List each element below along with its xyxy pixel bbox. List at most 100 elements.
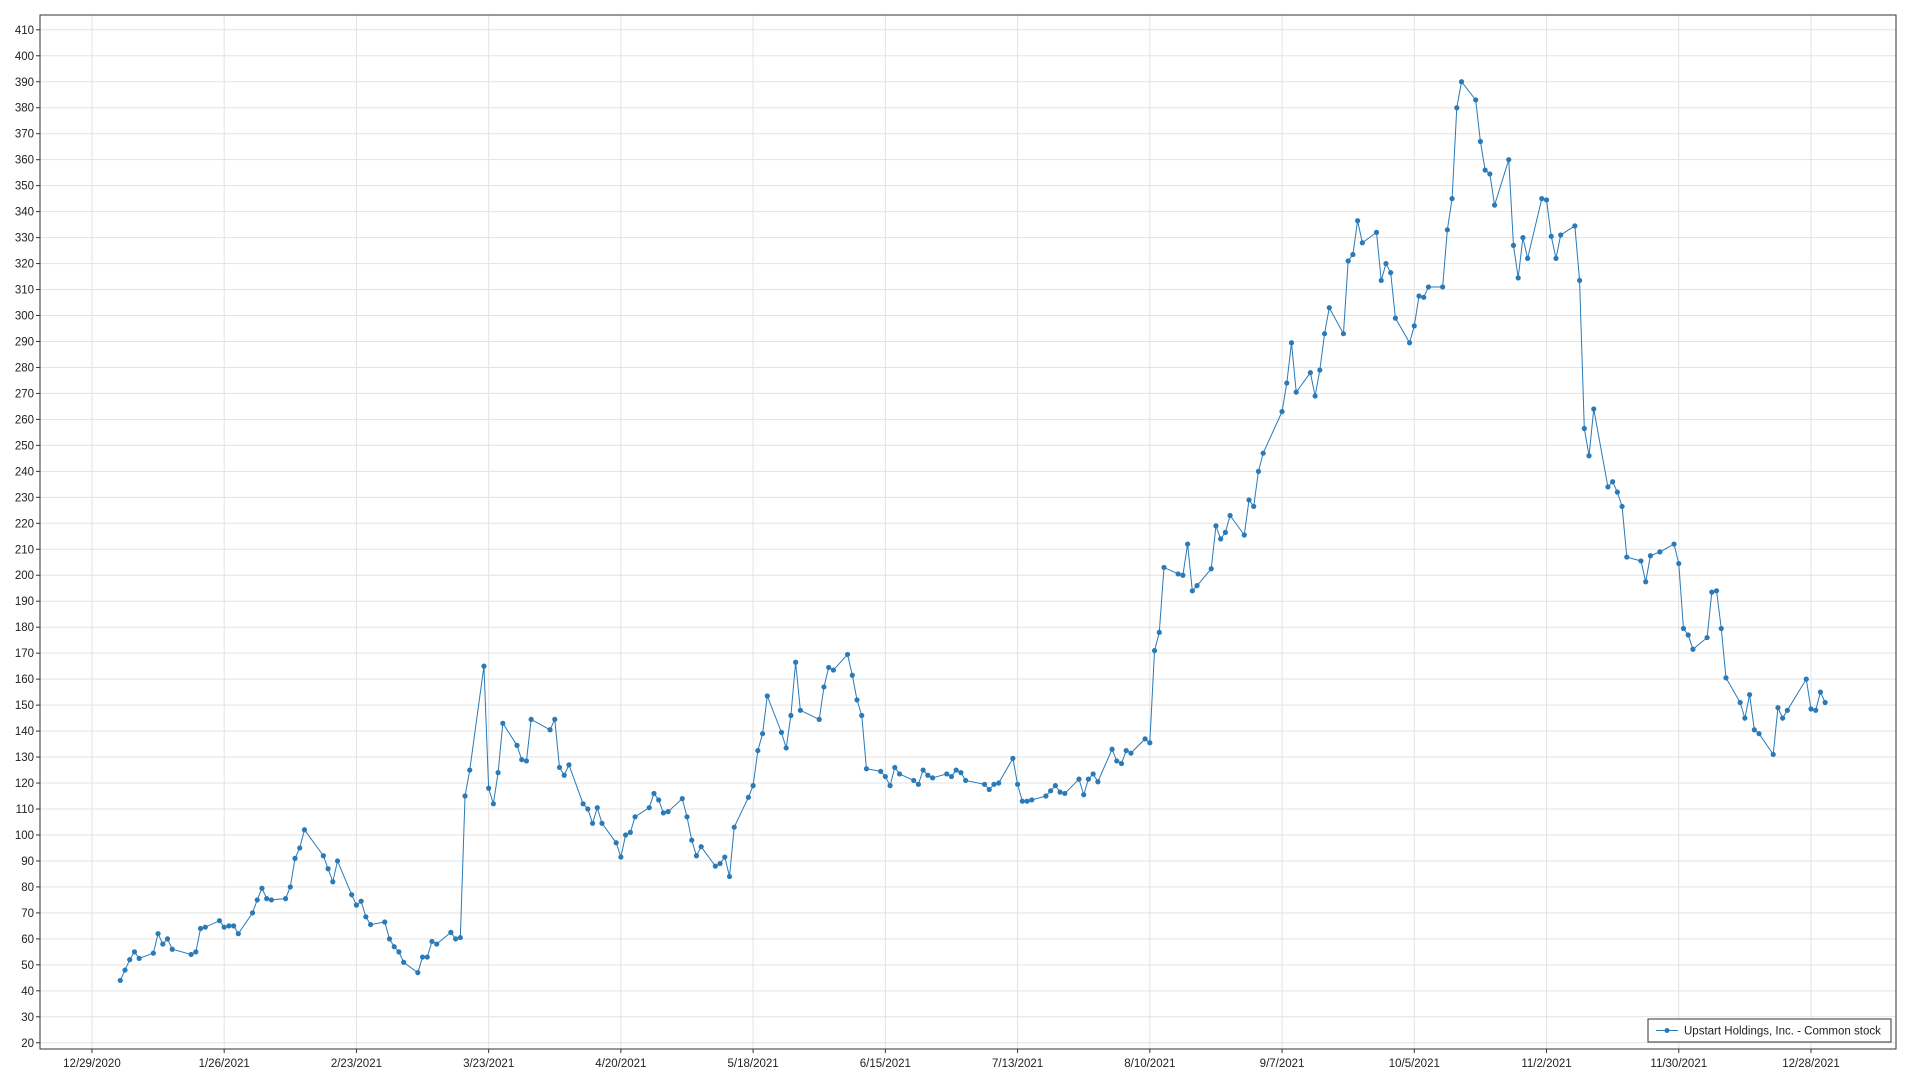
data-point <box>580 801 586 807</box>
data-point <box>863 766 870 772</box>
data-point <box>953 767 959 773</box>
data-point <box>226 923 232 929</box>
data-point <box>391 944 397 950</box>
data-point <box>481 663 487 669</box>
data-point <box>859 712 865 719</box>
data-point <box>1440 284 1446 290</box>
data-point <box>1690 646 1696 652</box>
data-point <box>1350 251 1356 258</box>
data-point <box>1643 579 1649 585</box>
data-point <box>1803 676 1809 682</box>
y-tick-label: 390 <box>15 77 34 89</box>
data-point <box>1317 367 1323 373</box>
data-point <box>585 806 591 812</box>
data-point <box>1539 196 1545 202</box>
data-point <box>887 783 893 789</box>
data-point <box>1076 776 1082 782</box>
data-point <box>1614 489 1620 495</box>
data-point <box>415 970 421 976</box>
data-point <box>849 672 855 678</box>
data-point <box>363 914 369 920</box>
y-tick-label: 280 <box>15 362 34 374</box>
data-point <box>1114 758 1120 764</box>
data-point <box>1345 258 1351 264</box>
data-point <box>231 923 237 929</box>
data-point <box>878 768 884 774</box>
data-point <box>495 770 501 776</box>
y-tick-label: 50 <box>21 960 34 972</box>
data-point <box>826 664 832 671</box>
data-point <box>726 873 733 880</box>
data-point <box>1454 105 1460 111</box>
y-tick-label: 20 <box>21 1038 34 1050</box>
data-point <box>386 936 393 942</box>
y-tick-label: 350 <box>15 181 34 193</box>
data-point <box>1676 560 1682 567</box>
y-tick-label: 410 <box>15 25 34 37</box>
data-point <box>1062 790 1068 797</box>
y-tick-label: 310 <box>15 285 34 297</box>
y-tick-label: 140 <box>15 726 34 738</box>
data-point <box>764 693 770 699</box>
y-tick-label: 170 <box>15 648 34 660</box>
y-tick-label: 130 <box>15 752 34 764</box>
grid <box>40 15 1896 1049</box>
legend-marker <box>1664 1028 1670 1033</box>
data-point <box>401 959 407 965</box>
data-point <box>1378 277 1384 284</box>
data-point <box>1359 240 1365 246</box>
data-point <box>561 772 567 778</box>
data-point <box>1406 340 1413 346</box>
data-point <box>1312 393 1318 399</box>
data-point <box>367 921 374 928</box>
data-point <box>490 801 496 807</box>
data-point <box>1411 323 1417 329</box>
data-point <box>1279 409 1285 415</box>
x-tick-label: 11/2/2021 <box>1521 1058 1571 1070</box>
data-point <box>1284 380 1290 386</box>
data-point <box>1713 588 1720 594</box>
data-point <box>221 924 227 930</box>
data-point <box>382 919 388 925</box>
data-point <box>1558 232 1564 238</box>
data-point <box>1043 793 1049 799</box>
y-tick-label: 330 <box>15 233 34 245</box>
data-point <box>679 796 685 802</box>
data-point <box>1444 227 1450 233</box>
data-point <box>254 897 260 903</box>
data-point <box>1293 389 1299 395</box>
data-point <box>722 854 728 860</box>
data-point <box>1321 331 1328 337</box>
data-point <box>566 762 572 768</box>
data-point <box>717 860 723 867</box>
x-tick-label: 8/10/2021 <box>1124 1058 1175 1070</box>
data-point <box>958 770 964 776</box>
data-point <box>882 773 888 780</box>
data-point <box>514 742 520 748</box>
axes: 20 30 40 50 60 70 80 90 100 110 120 130 140 150 160 170… <box>15 25 1840 1070</box>
data-point <box>594 805 600 811</box>
y-tick-label: 190 <box>15 596 34 608</box>
data-point <box>1288 340 1295 346</box>
data-point <box>1784 707 1790 713</box>
data-point <box>486 785 492 791</box>
y-tick-label: 40 <box>21 986 34 998</box>
data-point <box>1525 255 1531 261</box>
data-point <box>1671 541 1677 547</box>
data-point <box>996 780 1002 786</box>
data-point <box>1515 275 1521 281</box>
data-point <box>353 902 360 908</box>
data-point <box>1373 229 1380 235</box>
data-point <box>268 897 275 903</box>
y-tick-label: 30 <box>21 1012 34 1024</box>
data-point <box>122 967 128 973</box>
data-point <box>164 936 171 942</box>
data-point <box>1340 331 1347 337</box>
x-tick-label: 2/23/2021 <box>331 1058 382 1070</box>
data-point <box>500 720 506 726</box>
y-tick-label: 260 <box>15 414 34 426</box>
data-point <box>1581 425 1587 432</box>
data-point <box>1189 588 1195 594</box>
data-point <box>613 840 619 846</box>
